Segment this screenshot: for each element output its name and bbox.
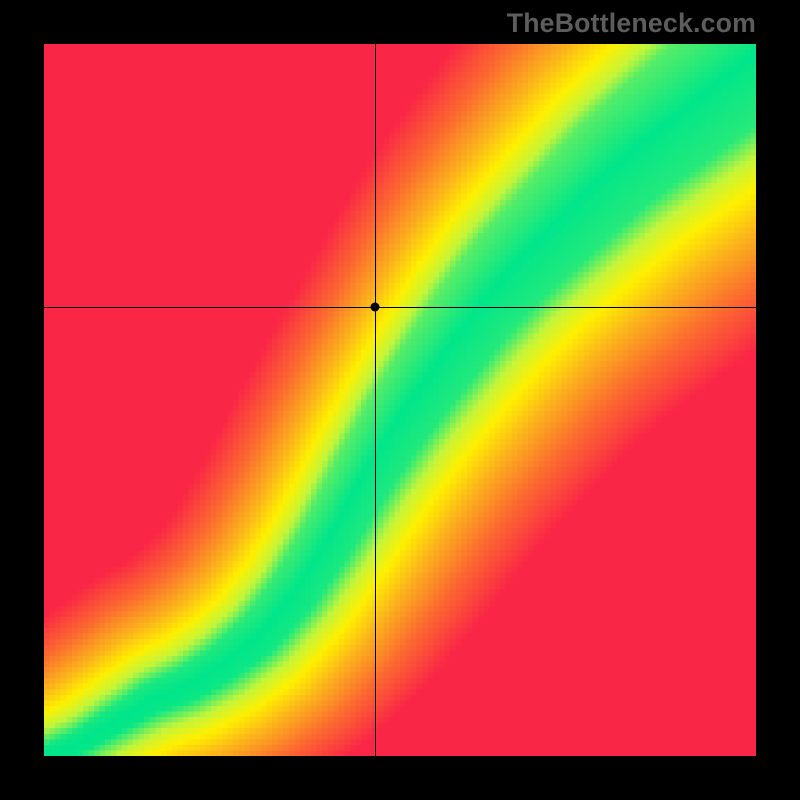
bottleneck-heatmap (44, 44, 756, 756)
watermark-text: TheBottleneck.com (507, 8, 756, 39)
crosshair-horizontal (44, 307, 756, 308)
crosshair-marker (371, 303, 380, 312)
crosshair-vertical (375, 44, 376, 756)
